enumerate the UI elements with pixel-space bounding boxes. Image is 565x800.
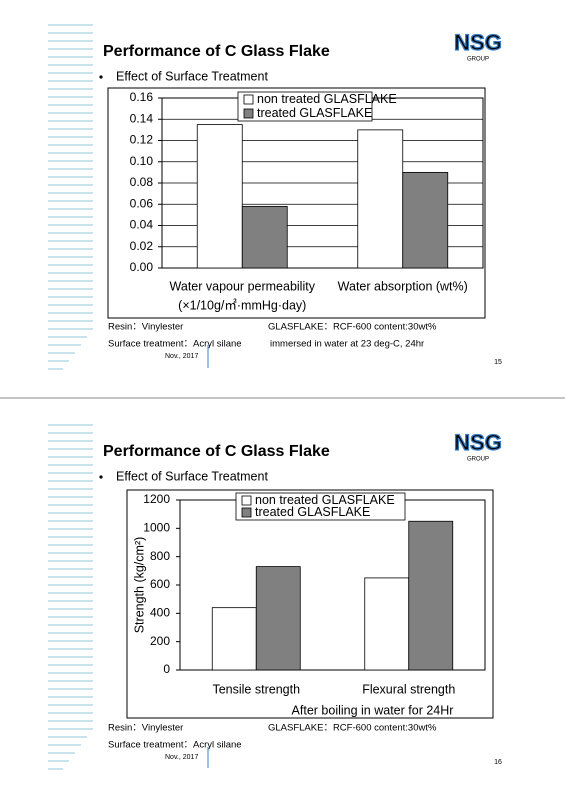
- bullet-dot: [99, 75, 103, 79]
- legend-swatch: [243, 108, 254, 119]
- y-tick-label: 0.10: [130, 154, 154, 168]
- bar: [255, 566, 301, 671]
- y-tick-label: 0.08: [130, 175, 154, 189]
- y-axis-label: Strength (kg/cm²): [132, 537, 146, 634]
- bar: [241, 205, 288, 269]
- note: GLASFLAKE：RCF-600 content:30wt%: [268, 322, 437, 333]
- date: Nov., 2017: [165, 754, 198, 761]
- note: Resin：Vinylester: [108, 322, 183, 333]
- y-tick-label: 0: [163, 662, 170, 676]
- x-tick-label: Tensile strength: [212, 682, 300, 696]
- slide-title: Performance of C Glass Flake: [103, 43, 330, 60]
- legend-label: treated GLASFLAKE: [257, 106, 372, 120]
- y-tick-label: 0.12: [130, 133, 154, 147]
- y-tick-label: 1200: [143, 492, 170, 506]
- x-tick-label: Water absorption (wt%): [338, 279, 468, 293]
- logo-sub: GROUP: [467, 57, 489, 63]
- legend-swatch: [243, 94, 254, 105]
- logo-sub: GROUP: [467, 457, 489, 463]
- y-tick-label: 0.04: [130, 218, 154, 232]
- logo: NSG: [454, 430, 502, 455]
- bar: [364, 577, 410, 671]
- legend-box: [237, 91, 373, 122]
- legend-swatch: [241, 495, 252, 506]
- note: immersed in water at 23 deg-C, 24hr: [270, 339, 424, 350]
- chart-frame: [126, 489, 494, 719]
- page-number: 15: [494, 359, 502, 366]
- x-tick-label: Flexural strength: [362, 682, 455, 696]
- date: Nov., 2017: [165, 353, 198, 360]
- bullet-text: Effect of Surface Treatment: [116, 69, 268, 83]
- note: Resin：Vinylester: [108, 723, 183, 734]
- logo: NSG: [454, 30, 502, 55]
- y-tick-label: 1000: [143, 521, 170, 535]
- legend-label: treated GLASFLAKE: [255, 505, 370, 519]
- x-tick-label: Water vapour permeability: [170, 279, 316, 293]
- legend-box: [235, 492, 406, 521]
- y-tick-label: 600: [150, 577, 170, 591]
- bar: [408, 520, 454, 671]
- y-tick-label: 0.02: [130, 239, 154, 253]
- note: GLASFLAKE：RCF-600 content:30wt%: [268, 723, 437, 734]
- y-tick-label: 200: [150, 634, 170, 648]
- bullet-dot: [99, 475, 103, 479]
- legend-label: non treated GLASFLAKE: [257, 92, 397, 106]
- category-note: (×1/10g/㎡·mmHg·day): [178, 298, 306, 312]
- y-tick-label: 800: [150, 549, 170, 563]
- x-axis-label: After boiling in water for 24Hr: [292, 703, 454, 717]
- slide-title: Performance of C Glass Flake: [103, 443, 330, 460]
- bar: [402, 171, 449, 269]
- y-tick-label: 0.16: [130, 90, 154, 104]
- y-tick-label: 0.00: [130, 260, 154, 274]
- legend-label: non treated GLASFLAKE: [255, 493, 395, 507]
- bar: [196, 124, 243, 269]
- y-tick-label: 400: [150, 606, 170, 620]
- chart-frame: [107, 87, 486, 319]
- bullet-text: Effect of Surface Treatment: [116, 469, 268, 483]
- page-number: 16: [494, 759, 502, 766]
- bar: [357, 129, 404, 269]
- note: Surface treatment：Acryl silane: [108, 339, 242, 350]
- y-tick-label: 0.14: [130, 111, 154, 125]
- note: Surface treatment：Acryl silane: [108, 740, 242, 751]
- legend-swatch: [241, 507, 252, 518]
- y-tick-label: 0.06: [130, 196, 154, 210]
- bar: [211, 607, 257, 671]
